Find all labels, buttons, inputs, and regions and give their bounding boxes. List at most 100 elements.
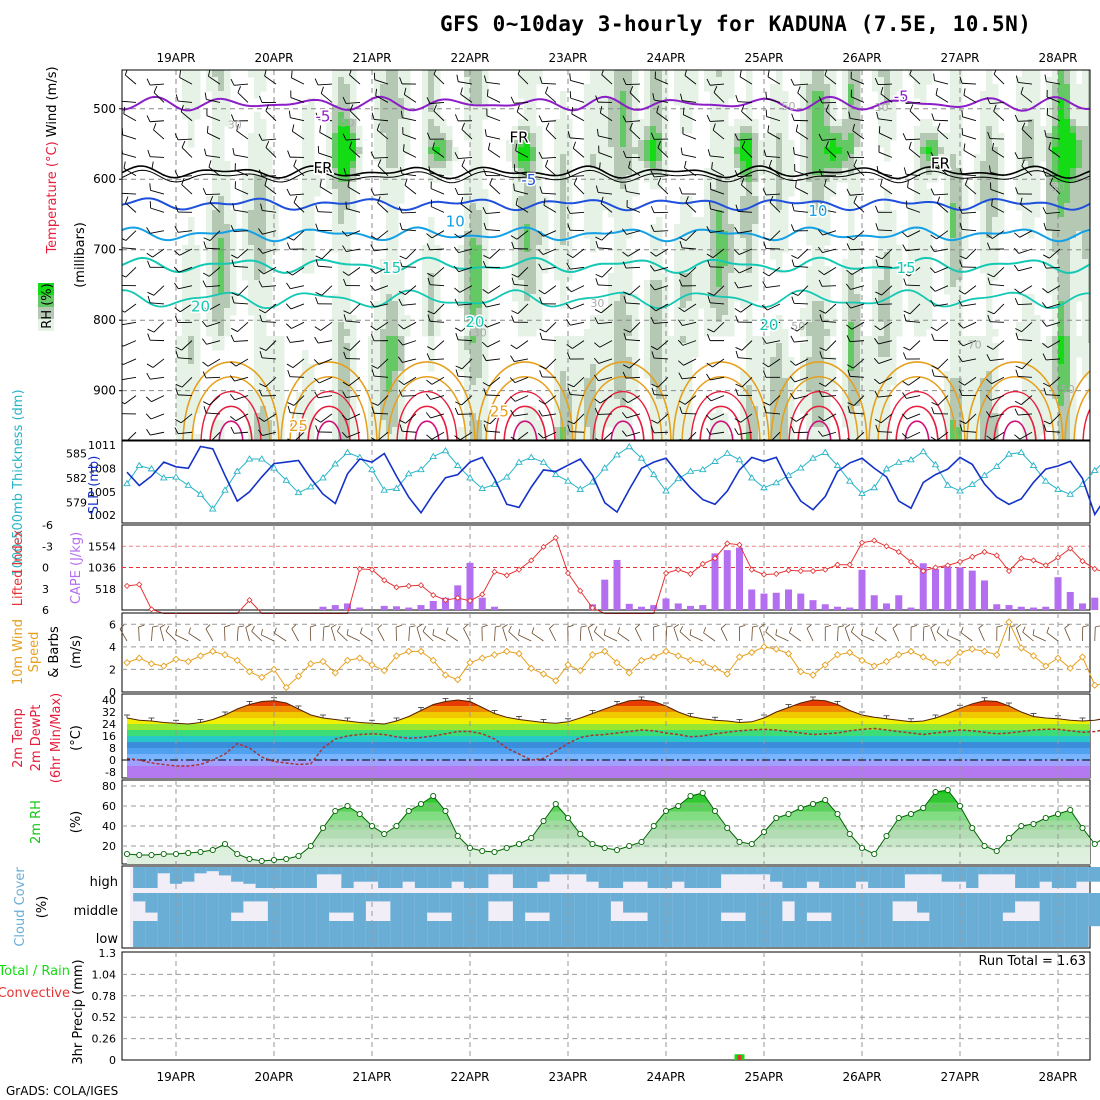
rh-cell <box>374 406 381 414</box>
rh-cell <box>800 189 807 197</box>
rh-cell <box>344 168 351 176</box>
barb-shaft <box>209 230 221 241</box>
rh-cell <box>764 392 771 400</box>
rh-cell <box>374 350 381 358</box>
rh-cell <box>812 385 819 393</box>
rh-cell <box>596 161 603 169</box>
rh-cell <box>398 350 405 358</box>
rh-cell <box>344 126 351 134</box>
rh-cell <box>626 98 633 106</box>
rh-cell <box>878 238 885 246</box>
rh-cell <box>746 287 753 295</box>
rh-cell <box>626 385 633 393</box>
warm-isotherm <box>494 391 556 440</box>
rh-cell <box>446 154 453 162</box>
rh-cell <box>1052 350 1059 358</box>
rh-cell <box>428 287 435 295</box>
rh-cell <box>704 252 711 260</box>
rh-cell <box>626 91 633 99</box>
rh-cell <box>854 308 861 316</box>
rh-cell <box>776 336 783 344</box>
barb-shaft <box>206 340 221 345</box>
rh-cell <box>926 301 933 309</box>
rh-cell <box>956 98 963 106</box>
rh-cell <box>848 84 855 92</box>
rh-cell <box>884 266 891 274</box>
rh-cell <box>920 280 927 288</box>
rh-cell <box>674 427 681 435</box>
rh-cell <box>662 140 669 148</box>
rh-cell <box>614 119 621 127</box>
rh-cell <box>302 161 309 169</box>
rh-cell <box>338 161 345 169</box>
rh-cell <box>620 210 627 218</box>
rh-cell <box>188 420 195 428</box>
rh-cell <box>1046 133 1053 141</box>
rh-cell <box>782 161 789 169</box>
rh-cell <box>404 98 411 106</box>
rh-cell <box>656 294 663 302</box>
rh-cell <box>254 406 261 414</box>
rh-cell <box>986 77 993 85</box>
rh-cell <box>752 126 759 134</box>
rh-cell <box>392 315 399 323</box>
rh-cell <box>272 427 279 435</box>
rh-cell <box>944 182 951 190</box>
rh-cell <box>746 427 753 435</box>
rh-cell <box>848 427 855 435</box>
rh-cell <box>626 406 633 414</box>
rh-cell <box>356 154 363 162</box>
rh-cell <box>644 287 651 295</box>
rh-cell <box>716 77 723 85</box>
rh-cell <box>302 154 309 162</box>
warm-isotherm <box>592 391 654 440</box>
rh-cell <box>698 294 705 302</box>
rh-cell <box>266 399 273 407</box>
rh-cell <box>806 301 813 309</box>
rh-cell <box>1034 161 1041 169</box>
rh-cell <box>674 252 681 260</box>
rh-cell <box>686 315 693 323</box>
warm-isotherm <box>405 405 449 440</box>
rh-cell <box>614 329 621 337</box>
rh-cell <box>1052 175 1059 183</box>
rh-cell <box>740 294 747 302</box>
rh-cell <box>260 343 267 351</box>
rh-cell <box>218 154 225 162</box>
rh-cell <box>1034 175 1041 183</box>
rh-cell <box>344 140 351 148</box>
rh-cell <box>848 161 855 169</box>
rh-cell <box>1028 210 1035 218</box>
rh-cell <box>470 168 477 176</box>
rh-cell <box>620 301 627 309</box>
rh-cell <box>620 133 627 141</box>
rh-cell <box>194 392 201 400</box>
rh-cell <box>674 364 681 372</box>
rh-cell <box>212 329 219 337</box>
rh-cell <box>620 84 627 92</box>
rh-cell <box>770 147 777 155</box>
rh-cell <box>434 140 441 148</box>
rh-cell <box>662 322 669 330</box>
rh-cell <box>818 378 825 386</box>
rh-cell <box>656 175 663 183</box>
rh-cell <box>398 392 405 400</box>
rh-cell <box>464 84 471 92</box>
rh-cell <box>218 133 225 141</box>
rh-cell <box>998 203 1005 211</box>
barb-shaft <box>206 285 221 288</box>
rh-cell <box>344 385 351 393</box>
rh-cell <box>788 385 795 393</box>
rh-cell <box>926 238 933 246</box>
rh-cell <box>620 217 627 225</box>
rh-cell <box>1058 294 1065 302</box>
rh-cell <box>710 105 717 113</box>
rh-cell <box>326 119 333 127</box>
rh-cell <box>302 119 309 127</box>
rh-cell <box>692 343 699 351</box>
rh-cell <box>620 427 627 435</box>
rh-cell <box>884 287 891 295</box>
rh-cell <box>560 126 567 134</box>
rh-cell <box>188 273 195 281</box>
barb-shaft <box>206 115 221 122</box>
